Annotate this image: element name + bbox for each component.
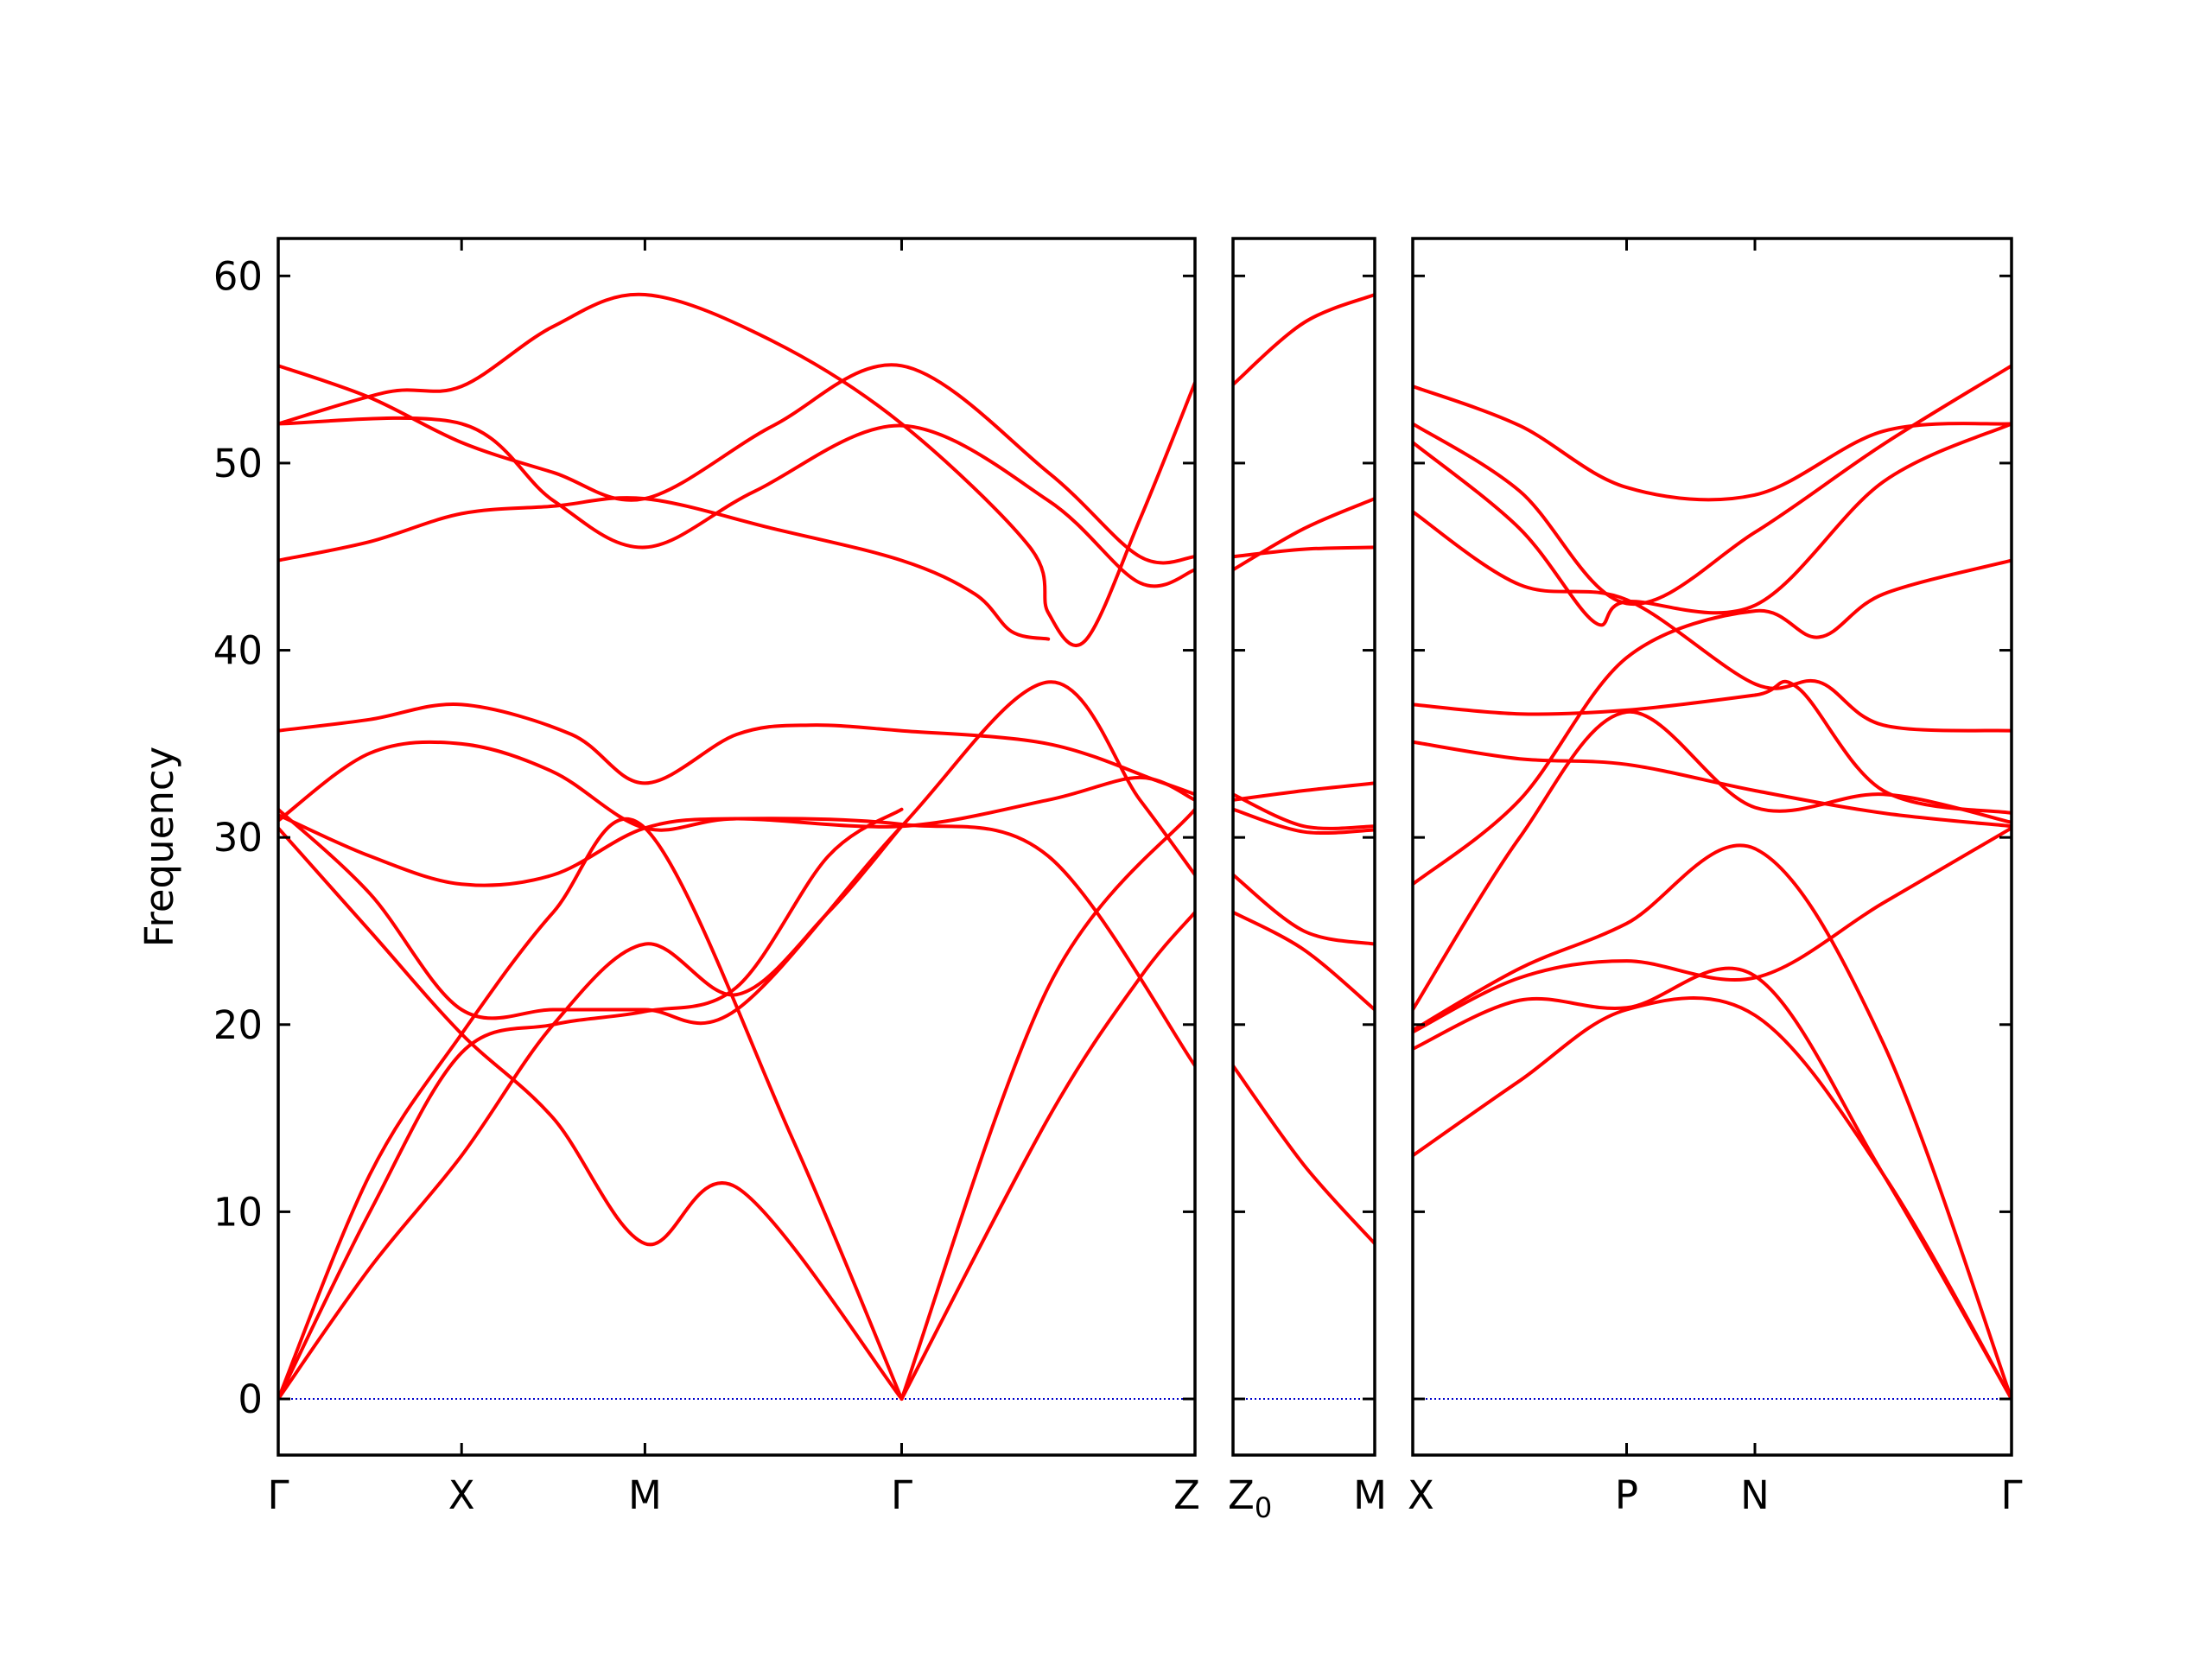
- band-line: [1413, 422, 2012, 627]
- panel-frame: [1231, 237, 1376, 1457]
- band-line: [1413, 679, 2012, 815]
- band-line: [278, 817, 904, 1401]
- band-line: [278, 824, 904, 1401]
- y-tick-label: 50: [213, 441, 263, 486]
- x-tick-label: Γ: [2000, 1472, 2022, 1518]
- band-line: [1413, 558, 2012, 887]
- y-axis-label: Frequency: [137, 747, 182, 947]
- x-tick-label: Z: [1173, 1472, 1200, 1518]
- x-tick-label: N: [1740, 1472, 1770, 1518]
- band-line: [1413, 510, 2012, 733]
- band-line: [278, 807, 904, 1401]
- band-line: [278, 813, 1195, 1068]
- band-line: [278, 826, 904, 1401]
- y-tick-label: 10: [213, 1189, 263, 1235]
- band-line: [1233, 807, 1375, 836]
- x-tick-label: X: [1408, 1472, 1434, 1518]
- x-tick-label: P: [1615, 1472, 1638, 1518]
- x-tick-label: M: [628, 1472, 662, 1518]
- band-line: [899, 807, 1195, 1401]
- band-line: [278, 740, 1195, 832]
- band-line: [278, 496, 1051, 641]
- y-tick-label: 0: [238, 1376, 263, 1422]
- band-line: [1413, 843, 2012, 1401]
- band-line: [1233, 497, 1375, 572]
- band-line: [1413, 385, 2012, 502]
- y-tick-label: 60: [213, 253, 263, 299]
- y-tick-label: 20: [213, 1002, 263, 1048]
- band-line: [1233, 545, 1375, 559]
- band-line: [1413, 709, 2012, 1012]
- band-line: [278, 416, 1195, 588]
- band-line: [1413, 966, 2012, 1401]
- panel-frame: [1411, 237, 2013, 1457]
- band-line: [1233, 910, 1375, 1012]
- panel-frame: [276, 237, 1197, 1457]
- band-line: [899, 910, 1195, 1401]
- y-tick-label: 30: [213, 815, 263, 861]
- x-tick-label: M: [1353, 1472, 1387, 1518]
- band-line: [1413, 995, 2012, 1401]
- band-line: [278, 680, 1195, 1026]
- x-tick-label: Γ: [267, 1472, 289, 1518]
- band-line: [1233, 293, 1375, 386]
- band-line: [278, 702, 1195, 797]
- plot-area: [1233, 293, 1375, 1401]
- x-tick-label: Z0: [1228, 1472, 1272, 1524]
- band-line: [1413, 740, 2012, 829]
- x-tick-label: X: [448, 1472, 475, 1518]
- band-line: [1413, 826, 2012, 1034]
- band-line: [278, 363, 1195, 565]
- band-line: [1233, 1064, 1375, 1246]
- panel-1: Γ X M Γ Z 0 10 20 30 40 50 60: [213, 237, 1200, 1518]
- band-line: [278, 292, 1195, 647]
- plot-area: [278, 292, 1195, 1401]
- x-tick-label: Γ: [891, 1472, 912, 1518]
- y-tick-label: 40: [213, 628, 263, 674]
- band-line: [1233, 792, 1375, 830]
- plot-area: [1413, 364, 2012, 1401]
- band-line: [1233, 781, 1375, 802]
- panel-2: Z0 M: [1228, 237, 1387, 1524]
- band-line: [1233, 873, 1375, 946]
- band-line: [1413, 364, 2012, 607]
